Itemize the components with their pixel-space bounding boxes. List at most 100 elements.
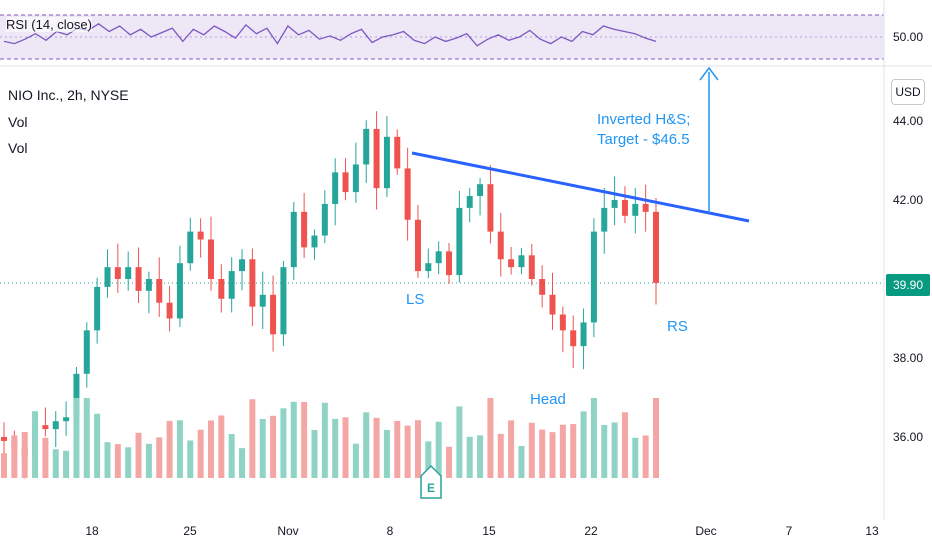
candle	[332, 172, 339, 204]
y-tick-label: 36.00	[893, 430, 923, 444]
x-axis: 18 25 Nov 8 15 22 Dec 7 13	[85, 524, 879, 538]
candle	[290, 211, 297, 268]
candle	[497, 231, 504, 260]
volume-bar	[311, 429, 318, 478]
symbol-title[interactable]: NIO Inc., 2h, NYSE	[8, 87, 129, 103]
volume-bar	[290, 401, 297, 478]
candle	[270, 294, 277, 335]
x-tick-label: 22	[584, 524, 598, 538]
volume-bar	[156, 437, 163, 478]
candle	[570, 330, 577, 347]
volume-bar	[601, 424, 608, 478]
x-tick-label: 25	[183, 524, 197, 538]
volume-bar	[104, 442, 111, 478]
volume-bar	[301, 401, 308, 478]
candle	[477, 184, 484, 197]
candle	[145, 279, 152, 291]
candle	[404, 168, 411, 220]
volume-bar	[477, 435, 484, 478]
x-tick-label: 15	[482, 524, 496, 538]
candle	[156, 279, 163, 303]
volume-bar	[383, 429, 390, 478]
candle	[518, 255, 525, 268]
candle	[135, 267, 142, 291]
candle	[42, 425, 49, 430]
volume-bar	[528, 422, 535, 478]
volume-bar	[642, 435, 649, 478]
pattern-label: Inverted H&S; Target - $46.5	[597, 111, 690, 148]
candle	[446, 251, 453, 276]
candle	[363, 128, 370, 165]
x-tick-label: 13	[865, 524, 879, 538]
volume-bar	[446, 446, 453, 478]
head-label: Head	[530, 391, 566, 408]
volume-bars	[1, 398, 659, 478]
volume-bar	[63, 450, 70, 478]
pattern-label-line: Target - $46.5	[597, 131, 690, 148]
volume-indicator-label-2[interactable]: Vol	[8, 140, 28, 156]
volume-bar	[497, 433, 504, 478]
candles	[1, 111, 659, 479]
candle	[642, 203, 649, 212]
candle	[487, 184, 494, 232]
y-axis: 44.00 42.00 38.00 36.00	[893, 114, 923, 444]
volume-bar	[363, 412, 370, 478]
x-tick-label: Dec	[695, 524, 716, 538]
candle	[342, 172, 349, 193]
volume-bar	[425, 441, 432, 478]
volume-bar	[456, 406, 463, 478]
candle	[301, 211, 308, 248]
candle	[528, 255, 535, 279]
candle	[166, 302, 173, 319]
candle	[559, 314, 566, 331]
candle	[632, 203, 639, 216]
candle	[218, 279, 225, 299]
right-shoulder-label: RS	[667, 318, 688, 335]
candle	[207, 239, 214, 279]
volume-bar	[653, 398, 659, 478]
target-arrow-head	[699, 66, 719, 81]
candle	[114, 267, 121, 279]
x-tick-label: Nov	[277, 524, 298, 538]
rsi-line	[3, 23, 657, 47]
candle	[383, 136, 390, 189]
candle	[239, 259, 246, 272]
volume-bar	[176, 420, 183, 478]
candle	[187, 231, 194, 264]
volume-bar	[1, 453, 7, 478]
rsi-indicator-label[interactable]: RSI (14, close)	[6, 17, 92, 32]
candle	[259, 294, 266, 307]
volume-bar	[487, 398, 494, 478]
candle	[176, 263, 183, 319]
candle	[601, 207, 608, 232]
volume-bar	[590, 398, 597, 478]
volume-bar	[21, 432, 28, 478]
volume-bar	[508, 420, 515, 478]
candle	[373, 128, 380, 189]
candle	[508, 259, 515, 268]
volume-bar	[342, 417, 349, 478]
volume-bar	[332, 418, 339, 478]
volume-bar	[11, 435, 18, 478]
y-tick-label: 38.00	[893, 351, 923, 365]
candle	[414, 219, 421, 272]
last-price-label: 39.90	[886, 274, 930, 296]
volume-bar	[73, 398, 80, 478]
left-shoulder-label: LS	[406, 291, 424, 308]
volume-bar	[207, 420, 214, 478]
volume-bar	[621, 412, 628, 478]
candle	[125, 267, 132, 279]
volume-bar	[394, 420, 401, 478]
volume-bar	[435, 421, 442, 478]
candle	[653, 211, 659, 283]
candle	[425, 263, 432, 272]
currency-button[interactable]: USD	[891, 79, 925, 105]
earnings-badge	[420, 464, 442, 499]
volume-bar	[42, 437, 49, 478]
y-tick-label: 42.00	[893, 193, 923, 207]
rsi-pane: 50.00	[0, 14, 923, 60]
volume-indicator-label-1[interactable]: Vol	[8, 114, 28, 130]
candle	[197, 231, 204, 240]
